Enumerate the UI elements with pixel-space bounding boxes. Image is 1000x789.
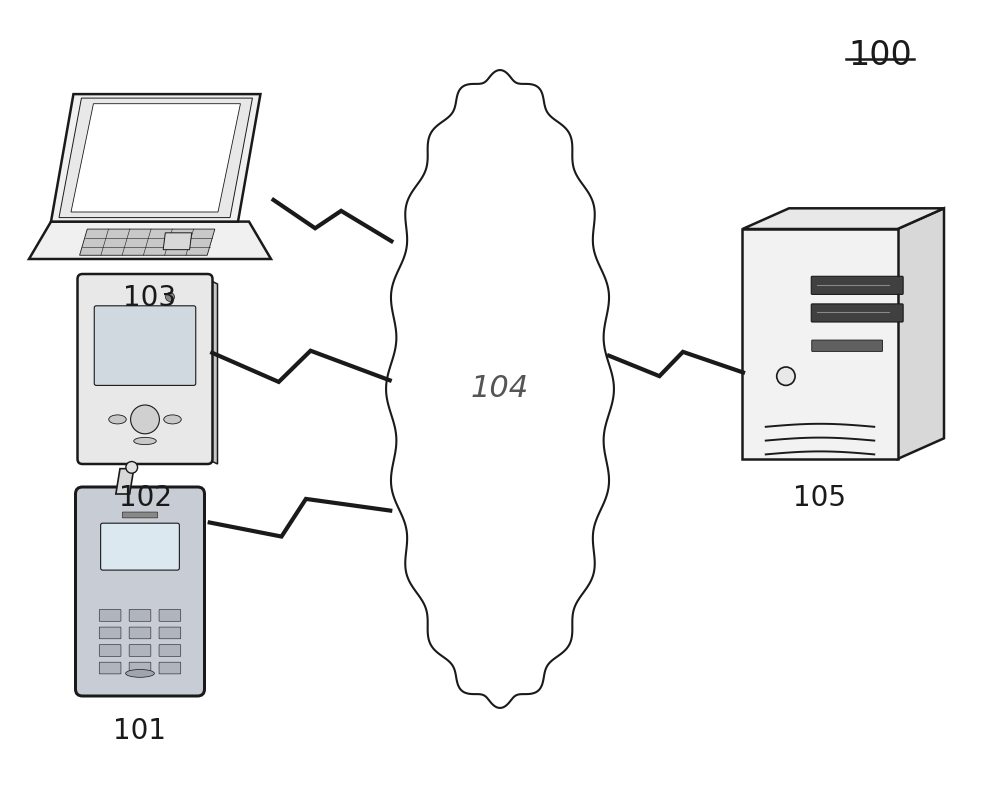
Circle shape <box>166 293 175 301</box>
Polygon shape <box>163 233 192 249</box>
Ellipse shape <box>109 415 126 424</box>
Polygon shape <box>742 229 898 459</box>
Polygon shape <box>59 98 252 218</box>
FancyBboxPatch shape <box>129 610 151 621</box>
Text: 102: 102 <box>119 484 172 512</box>
Ellipse shape <box>134 437 156 444</box>
Text: 101: 101 <box>114 717 166 745</box>
FancyBboxPatch shape <box>159 645 181 656</box>
Polygon shape <box>898 208 944 459</box>
FancyBboxPatch shape <box>129 662 151 674</box>
FancyBboxPatch shape <box>99 610 121 621</box>
Polygon shape <box>116 469 134 494</box>
Circle shape <box>777 367 795 385</box>
FancyBboxPatch shape <box>159 610 181 621</box>
Text: 105: 105 <box>793 484 846 512</box>
Polygon shape <box>80 229 215 256</box>
FancyBboxPatch shape <box>94 306 196 385</box>
FancyBboxPatch shape <box>77 274 212 464</box>
FancyBboxPatch shape <box>129 627 151 639</box>
Circle shape <box>131 405 159 434</box>
FancyBboxPatch shape <box>99 662 121 674</box>
FancyBboxPatch shape <box>75 487 205 696</box>
FancyBboxPatch shape <box>99 627 121 639</box>
Polygon shape <box>208 279 218 464</box>
Polygon shape <box>51 94 260 222</box>
FancyBboxPatch shape <box>812 340 882 351</box>
Polygon shape <box>71 103 240 212</box>
FancyBboxPatch shape <box>129 645 151 656</box>
Ellipse shape <box>164 415 181 424</box>
Text: 104: 104 <box>471 375 529 403</box>
FancyBboxPatch shape <box>811 304 903 322</box>
FancyBboxPatch shape <box>159 627 181 639</box>
Polygon shape <box>29 222 271 259</box>
Text: 100: 100 <box>848 39 912 72</box>
Text: 103: 103 <box>123 284 177 312</box>
FancyBboxPatch shape <box>122 512 158 518</box>
FancyBboxPatch shape <box>811 276 903 294</box>
Polygon shape <box>742 208 944 229</box>
Circle shape <box>126 462 138 473</box>
FancyBboxPatch shape <box>99 645 121 656</box>
FancyBboxPatch shape <box>101 523 179 570</box>
FancyBboxPatch shape <box>159 662 181 674</box>
Polygon shape <box>386 70 614 708</box>
Ellipse shape <box>126 670 154 677</box>
